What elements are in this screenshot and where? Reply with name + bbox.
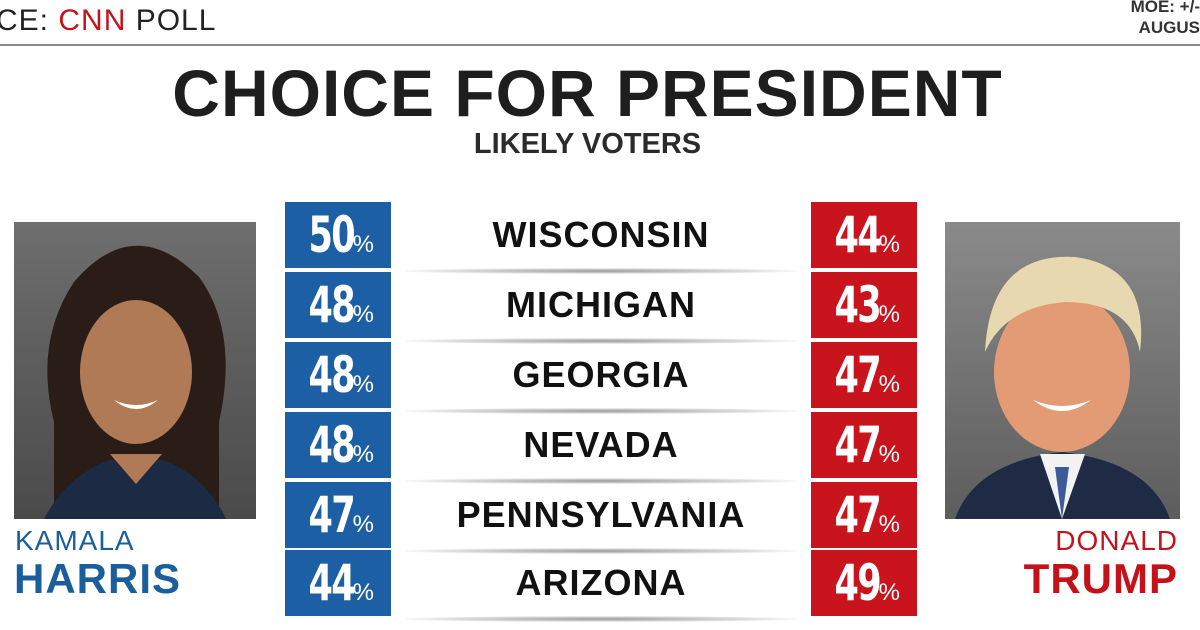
harris-percent: 50% bbox=[285, 202, 391, 268]
margin-of-error: MOE: +/- AUGUS bbox=[1131, 0, 1200, 38]
state-name: NEVADA bbox=[523, 424, 679, 465]
trump-percent: 47% bbox=[811, 482, 917, 548]
trump-photo bbox=[945, 222, 1180, 519]
row-divider bbox=[405, 268, 797, 274]
trump-percent: 43% bbox=[811, 272, 917, 338]
row-divider bbox=[405, 548, 797, 554]
trump-first-name: DONALD bbox=[1055, 525, 1178, 556]
state-name: PENNSYLVANIA bbox=[456, 494, 746, 535]
source-label: CE: CNN POLL bbox=[0, 4, 216, 38]
state-name: ARIZONA bbox=[515, 562, 687, 603]
source-bar: CE: CNN POLL MOE: +/- AUGUS bbox=[0, 0, 1200, 46]
row-divider bbox=[405, 408, 797, 414]
trump-percent: 47% bbox=[811, 412, 917, 478]
trump-last-name: TRUMP bbox=[1023, 555, 1178, 602]
table-row: 50% WISCONSIN 44% bbox=[285, 202, 917, 274]
trump-percent: 44% bbox=[811, 202, 917, 268]
state-name: MICHIGAN bbox=[506, 284, 696, 325]
table-row: 48% GEORGIA 47% bbox=[285, 342, 917, 414]
graphic-title: CHOICE FOR PRESIDENT bbox=[172, 56, 1003, 130]
trump-percent: 47% bbox=[811, 342, 917, 408]
table-row: 44% ARIZONA 49% bbox=[285, 550, 917, 622]
source-suffix: POLL bbox=[126, 4, 217, 37]
row-divider bbox=[405, 616, 797, 622]
candidate-portrait-icon bbox=[44, 245, 226, 519]
table-row: 48% MICHIGAN 43% bbox=[285, 272, 917, 344]
state-name: WISCONSIN bbox=[492, 214, 710, 255]
harris-percent: 48% bbox=[285, 412, 391, 478]
harris-photo bbox=[14, 222, 256, 519]
row-divider bbox=[405, 338, 797, 344]
harris-last-name: HARRIS bbox=[14, 555, 182, 602]
poll-date: AUGUS bbox=[1138, 18, 1200, 37]
moe-text: MOE: +/- bbox=[1130, 0, 1200, 16]
graphic-subtitle: LIKELY VOTERS bbox=[473, 128, 702, 160]
harris-percent: 44% bbox=[285, 550, 391, 616]
table-row: 48% NEVADA 47% bbox=[285, 412, 917, 484]
harris-percent: 47% bbox=[285, 482, 391, 548]
row-divider bbox=[405, 478, 797, 484]
source-brand: CNN bbox=[58, 4, 127, 37]
harris-first-name: KAMALA bbox=[15, 525, 135, 556]
candidate-portrait-icon bbox=[955, 256, 1170, 519]
source-prefix: CE: bbox=[0, 4, 59, 37]
harris-percent: 48% bbox=[285, 272, 391, 338]
table-row: 47% PENNSYLVANIA 47% bbox=[285, 482, 917, 554]
trump-percent: 49% bbox=[811, 550, 917, 616]
state-name: GEORGIA bbox=[512, 354, 690, 395]
harris-percent: 48% bbox=[285, 342, 391, 408]
